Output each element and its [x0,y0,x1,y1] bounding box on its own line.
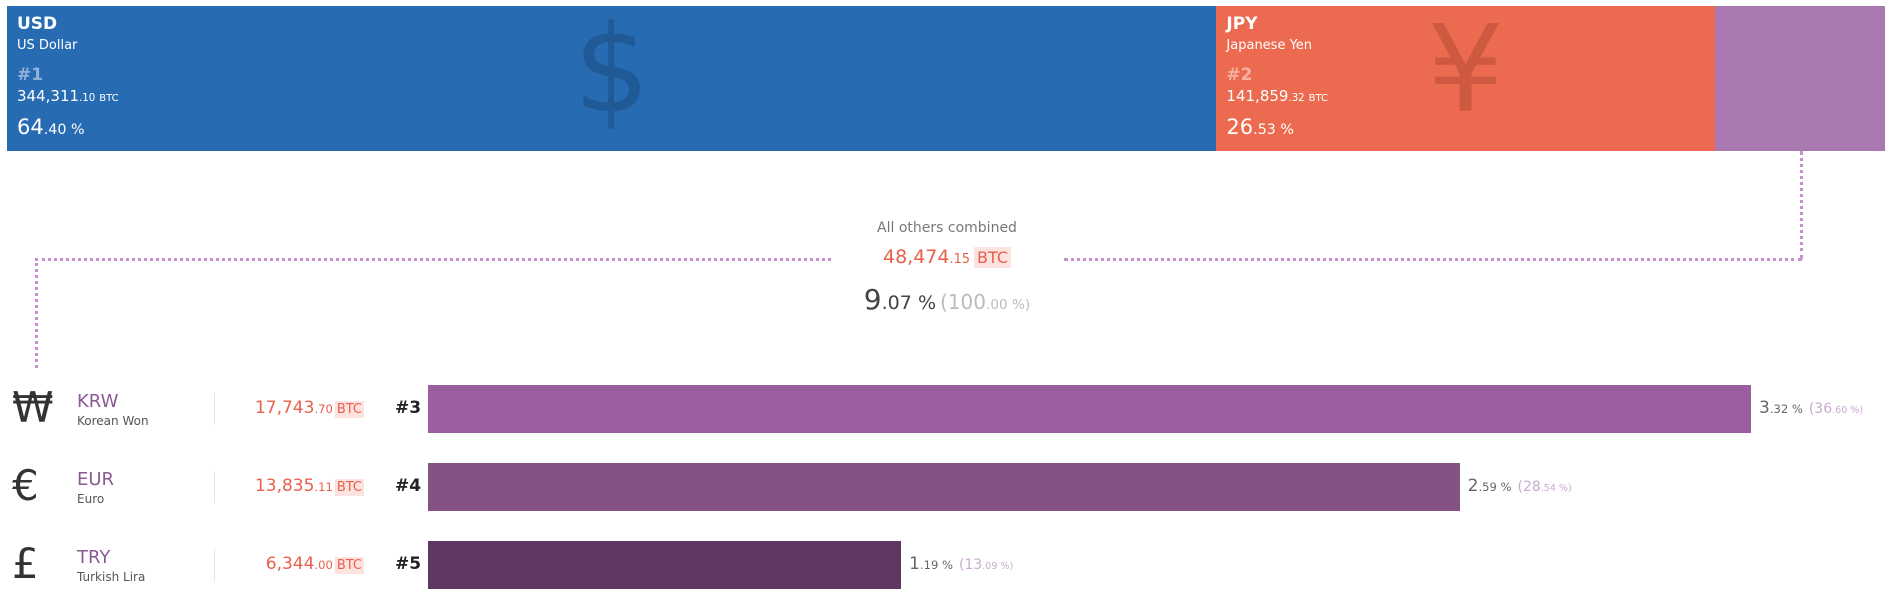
currency-block [7,6,1217,151]
divider [214,471,215,503]
connector [35,258,38,368]
share: 64.40 % [17,115,85,139]
unit: BTC [334,557,364,574]
unit: BTC [99,93,119,104]
unit: BTC [334,479,364,496]
currency-symbol: ₩ [12,383,54,432]
others-share: (28.54 %) [1517,479,1572,495]
currency-name: Korean Won [77,414,149,428]
total-share: (100.00 %) [940,290,1031,314]
divider [214,393,215,425]
unit: BTC [334,401,364,418]
unit: BTC [1308,93,1329,104]
rank: #5 [395,554,422,574]
rank: #3 [395,398,422,418]
bar [428,385,1751,433]
share: 26.53 % [1226,115,1294,139]
btc-amount: 344,311.10 BTC [17,87,119,105]
currency-name: Euro [77,492,105,506]
share: 2.59 % [1467,476,1512,496]
rank: #2 [1226,65,1253,85]
currency-name: US Dollar [17,38,78,53]
bar-label: 2.59 % (28.54 %) [1468,478,1572,495]
currency-symbol: € [12,461,39,510]
currency-symbol: $ [573,1,650,140]
currency-code: USD [17,14,58,34]
others-btc: 48,474.15 BTC [747,247,1147,268]
share: 9.07 % [863,283,937,316]
currency-code: JPY [1226,14,1258,34]
currency-symbol: ¥ [1427,1,1504,140]
connector [1064,258,1802,261]
others-share: (13.09 %) [959,557,1014,573]
rank: #1 [17,65,44,85]
bar-label: 1.19 % (13.09 %) [909,556,1013,573]
bar-label: 3.32 % (36.60 %) [1759,400,1863,417]
connector [1800,151,1803,259]
currency-symbol: £ [12,539,39,588]
unit: BTC [974,247,1011,268]
btc-amount: 6,344.00 BTC [265,554,364,574]
connector [35,258,831,261]
others-block [1714,6,1885,151]
btc-amount: 141,859.32 BTC [1226,87,1329,105]
currency-code: TRY [77,547,111,568]
currency-block [1216,6,1715,151]
share: 3.32 % [1759,398,1803,418]
others-label: All others combined [877,220,1017,236]
currency-name: Japanese Yen [1226,38,1313,53]
bar [428,541,902,589]
currency-code: EUR [77,469,115,490]
divider [214,549,215,581]
others-share: 9.07 % (100.00 %) [747,286,1147,314]
currency-code: KRW [77,391,119,412]
btc-amount: 13,835.11 BTC [254,476,364,496]
btc-amount: 17,743.70 BTC [254,398,364,418]
bar [428,463,1460,511]
others-share: (36.60 %) [1808,401,1864,417]
share: 1.19 % [909,554,953,574]
currency-name: Turkish Lira [77,570,146,584]
rank: #4 [395,476,422,496]
